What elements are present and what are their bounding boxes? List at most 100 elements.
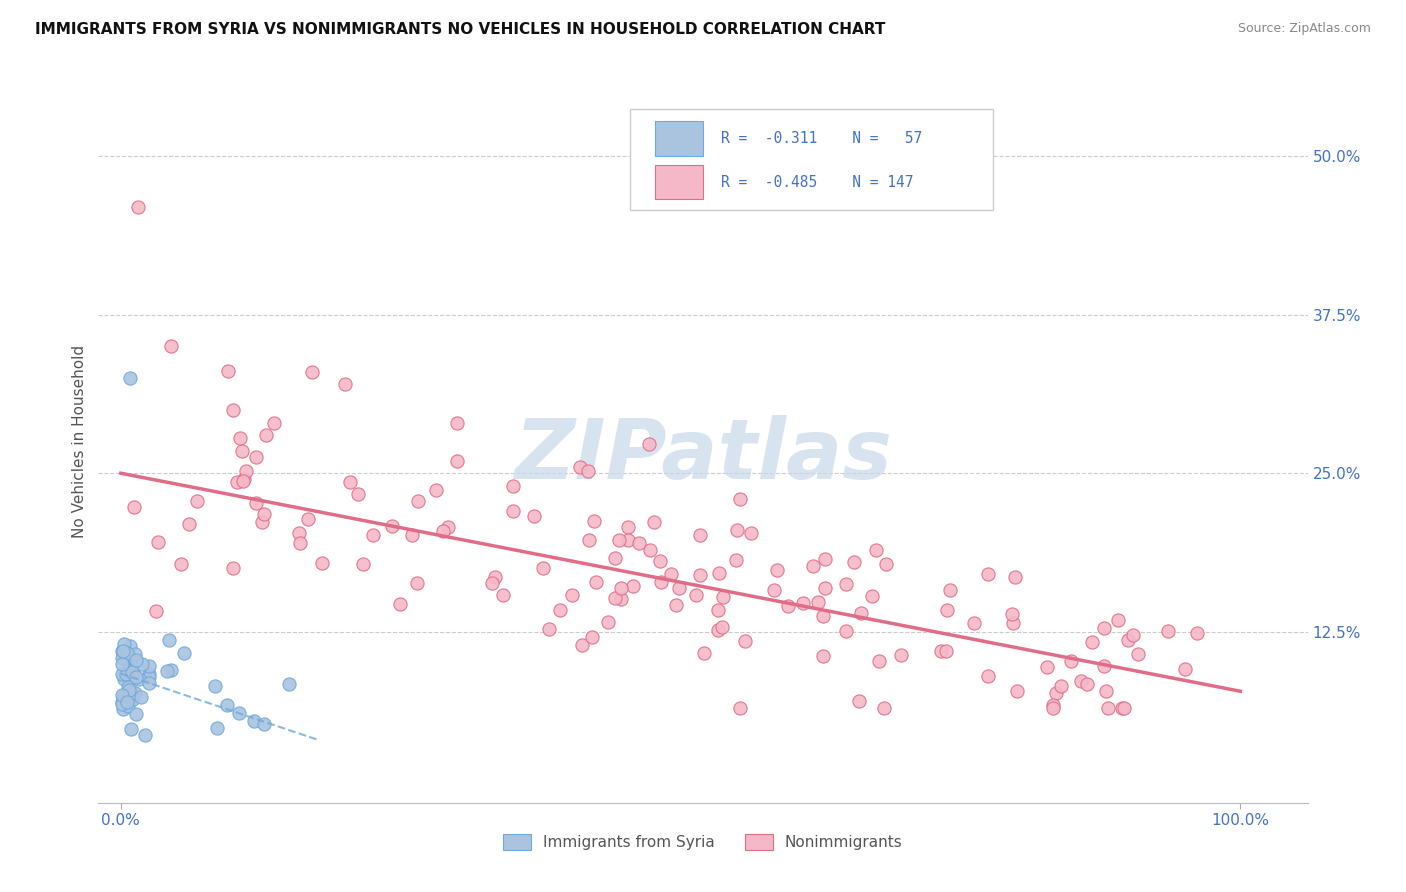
Point bbox=[582, 514, 605, 528]
Point bbox=[311, 556, 333, 570]
Point bbox=[120, 687, 142, 701]
Point bbox=[115, 667, 138, 681]
Point bbox=[118, 683, 141, 698]
Point bbox=[868, 654, 890, 668]
Point bbox=[1045, 686, 1067, 700]
Point bbox=[1092, 621, 1115, 635]
Point bbox=[121, 671, 143, 685]
Point bbox=[127, 200, 149, 214]
Point bbox=[643, 515, 665, 529]
Text: Source: ZipAtlas.com: Source: ZipAtlas.com bbox=[1237, 22, 1371, 36]
Point bbox=[929, 644, 952, 658]
Point bbox=[1107, 614, 1129, 628]
Point bbox=[186, 494, 208, 508]
Point bbox=[111, 690, 134, 704]
Point bbox=[226, 475, 249, 489]
Point bbox=[814, 581, 837, 595]
Point bbox=[160, 339, 183, 353]
Point bbox=[222, 402, 245, 417]
Point bbox=[585, 574, 607, 589]
Point bbox=[233, 472, 256, 486]
Point bbox=[963, 616, 986, 631]
Legend: Immigrants from Syria, Nonimmigrants: Immigrants from Syria, Nonimmigrants bbox=[498, 829, 908, 856]
Point bbox=[124, 500, 146, 515]
Point bbox=[734, 633, 756, 648]
Point bbox=[650, 574, 672, 589]
Point bbox=[814, 551, 837, 566]
Point bbox=[115, 648, 138, 663]
Point bbox=[1042, 700, 1064, 714]
Point bbox=[111, 644, 134, 658]
Point bbox=[617, 520, 640, 534]
Point bbox=[232, 474, 254, 488]
Point bbox=[689, 568, 711, 582]
Point bbox=[610, 582, 633, 596]
Point bbox=[492, 588, 515, 602]
Point bbox=[363, 528, 385, 542]
Point bbox=[432, 524, 454, 538]
Point bbox=[502, 504, 524, 518]
Point bbox=[170, 558, 193, 572]
Point bbox=[117, 698, 139, 713]
Point bbox=[121, 685, 143, 699]
Point bbox=[603, 591, 626, 605]
Point bbox=[117, 680, 139, 694]
Point bbox=[835, 624, 858, 639]
Point bbox=[610, 592, 633, 607]
Point bbox=[250, 516, 273, 530]
FancyBboxPatch shape bbox=[655, 165, 703, 200]
Point bbox=[1126, 647, 1149, 661]
Point bbox=[222, 561, 245, 575]
Point bbox=[638, 543, 661, 558]
Point bbox=[204, 679, 226, 693]
Point bbox=[263, 417, 285, 431]
Point bbox=[111, 651, 134, 665]
Point bbox=[707, 602, 730, 616]
Point bbox=[128, 672, 150, 686]
Point bbox=[111, 688, 134, 702]
Point bbox=[389, 597, 412, 611]
Point bbox=[571, 639, 593, 653]
Point bbox=[245, 450, 267, 464]
Point bbox=[778, 599, 800, 613]
Point bbox=[1116, 633, 1139, 648]
Point bbox=[138, 676, 160, 690]
Point bbox=[865, 542, 887, 557]
Point bbox=[243, 714, 266, 729]
Point bbox=[1001, 607, 1024, 621]
Point bbox=[253, 507, 276, 521]
Point bbox=[481, 575, 503, 590]
Point bbox=[215, 698, 238, 712]
Point bbox=[935, 644, 957, 658]
Point bbox=[288, 526, 311, 541]
Point bbox=[118, 649, 141, 664]
Point bbox=[1174, 662, 1197, 676]
Point bbox=[689, 527, 711, 541]
Point bbox=[935, 603, 957, 617]
Point bbox=[159, 633, 181, 648]
Point bbox=[1122, 628, 1144, 642]
Point bbox=[146, 534, 169, 549]
Point bbox=[145, 604, 167, 618]
Point bbox=[848, 694, 870, 708]
Point bbox=[446, 453, 468, 467]
Point bbox=[1005, 683, 1028, 698]
Y-axis label: No Vehicles in Household: No Vehicles in Household bbox=[72, 345, 87, 538]
Point bbox=[598, 615, 620, 629]
Point bbox=[1076, 676, 1098, 690]
Point bbox=[1042, 698, 1064, 712]
Point bbox=[578, 533, 600, 547]
Point bbox=[1036, 660, 1059, 674]
FancyBboxPatch shape bbox=[655, 121, 703, 156]
Point bbox=[121, 665, 143, 680]
Point bbox=[112, 672, 135, 686]
Point bbox=[253, 717, 276, 731]
Point bbox=[740, 525, 762, 540]
Point bbox=[124, 686, 146, 700]
Point bbox=[621, 579, 644, 593]
Point bbox=[668, 581, 690, 595]
Text: R =  -0.485    N = 147: R = -0.485 N = 147 bbox=[721, 175, 914, 190]
Point bbox=[229, 431, 252, 445]
Point bbox=[228, 706, 250, 720]
Point bbox=[118, 663, 141, 677]
